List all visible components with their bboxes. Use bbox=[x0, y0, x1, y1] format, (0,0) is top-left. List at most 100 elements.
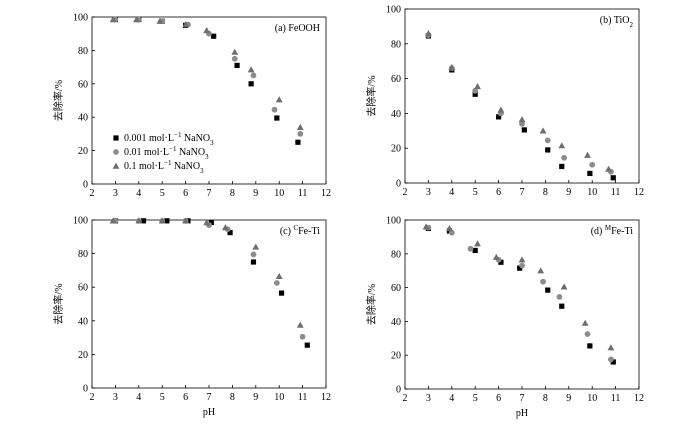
data-point bbox=[164, 218, 170, 224]
x-tick-label: 3 bbox=[426, 393, 431, 404]
x-tick-label: 4 bbox=[136, 392, 141, 403]
data-point bbox=[539, 127, 547, 134]
y-tick-label: 100 bbox=[386, 216, 401, 227]
y-tick-label: 60 bbox=[391, 74, 401, 85]
data-point bbox=[559, 163, 565, 170]
data-point bbox=[545, 287, 551, 293]
legend-marker bbox=[112, 162, 120, 169]
data-point bbox=[472, 87, 479, 94]
y-tick-label: 60 bbox=[391, 283, 401, 294]
x-tick-label: 12 bbox=[634, 187, 644, 198]
x-tick-label: 10 bbox=[587, 393, 597, 404]
y-tick-label: 60 bbox=[78, 79, 88, 90]
data-point bbox=[558, 142, 566, 149]
x-tick-label: 8 bbox=[230, 392, 235, 403]
data-point bbox=[248, 81, 254, 87]
series-1 bbox=[425, 32, 614, 175]
data-point bbox=[182, 21, 189, 28]
x-tick-label: 2 bbox=[403, 187, 408, 198]
data-point bbox=[584, 151, 591, 158]
x-tick-label: 6 bbox=[496, 393, 501, 404]
data-point bbox=[295, 139, 301, 145]
x-tick-label: 2 bbox=[90, 188, 95, 199]
data-point bbox=[231, 55, 238, 62]
x-tick-label: 5 bbox=[160, 188, 165, 199]
x-tick-label: 8 bbox=[230, 188, 235, 199]
data-point bbox=[203, 26, 211, 34]
data-point bbox=[275, 272, 283, 279]
data-point bbox=[544, 137, 551, 144]
data-point bbox=[446, 225, 453, 232]
series-0 bbox=[112, 16, 301, 145]
data-point bbox=[250, 259, 257, 265]
x-tick-label: 8 bbox=[543, 187, 548, 198]
data-point bbox=[304, 342, 310, 348]
y-axis-label: 去除率/% bbox=[365, 284, 378, 325]
x-tick-label: 5 bbox=[473, 187, 478, 198]
x-tick-label: 2 bbox=[90, 392, 95, 403]
y-tick-label: 40 bbox=[78, 113, 88, 124]
y-tick-label: 0 bbox=[83, 180, 88, 191]
data-point bbox=[140, 218, 147, 224]
series-0 bbox=[112, 218, 310, 348]
data-point bbox=[556, 293, 563, 300]
plot-frame bbox=[404, 8, 640, 184]
y-tick-label: 100 bbox=[73, 216, 88, 227]
y-axis-label: 去除率/% bbox=[52, 80, 65, 121]
data-point bbox=[203, 219, 211, 226]
x-tick-label: 7 bbox=[207, 188, 212, 199]
series-2 bbox=[109, 16, 304, 130]
x-tick-label: 7 bbox=[520, 187, 525, 198]
data-point bbox=[250, 72, 257, 79]
x-tick-label: 3 bbox=[113, 188, 118, 199]
y-axis-label: 去除率/% bbox=[365, 75, 378, 116]
x-tick-label: 11 bbox=[611, 187, 621, 198]
y-tick-label: 40 bbox=[391, 317, 401, 328]
data-point bbox=[448, 63, 456, 71]
legend-entry: 0.001 mol·L−1 NaNO3 bbox=[124, 131, 214, 147]
data-point bbox=[472, 247, 478, 254]
data-point bbox=[234, 62, 240, 69]
data-point bbox=[221, 224, 229, 231]
x-tick-label: 6 bbox=[183, 188, 188, 199]
data-point bbox=[589, 161, 596, 168]
x-tick-label: 9 bbox=[566, 393, 571, 404]
x-tick-label: 6 bbox=[496, 187, 501, 198]
legend-marker bbox=[113, 149, 119, 155]
data-point bbox=[299, 333, 306, 340]
chart-panel-2: 2 3 4 5 6 7 8 9 10 11 12 0 20 40 60 80 100 去除率/% pH (c) CFe… bbox=[52, 216, 331, 419]
data-point bbox=[517, 265, 523, 271]
x-tick-label: 9 bbox=[253, 188, 258, 199]
panel-label: (b) TiO2 bbox=[600, 15, 634, 29]
legend-entry: 0.01 mol·L−1 NaNO3 bbox=[124, 145, 209, 161]
y-axis-label: 去除率/% bbox=[52, 283, 65, 324]
data-point bbox=[519, 120, 525, 127]
x-tick-label: 11 bbox=[298, 392, 308, 403]
x-tick-label: 3 bbox=[113, 392, 118, 403]
data-point bbox=[608, 356, 614, 363]
data-point bbox=[605, 165, 612, 172]
data-point bbox=[273, 280, 280, 286]
x-tick-label: 3 bbox=[426, 187, 431, 198]
data-point bbox=[607, 344, 615, 351]
y-tick-label: 100 bbox=[386, 5, 401, 16]
x-tick-label: 9 bbox=[253, 392, 258, 403]
x-tick-label: 7 bbox=[520, 393, 525, 404]
plot-frame bbox=[404, 219, 640, 390]
data-point bbox=[231, 48, 239, 55]
data-point bbox=[584, 331, 591, 337]
x-axis-label: pH bbox=[203, 407, 215, 418]
data-point bbox=[537, 267, 545, 274]
x-axis-label: pH bbox=[516, 408, 528, 419]
y-tick-label: 80 bbox=[78, 249, 88, 260]
data-point bbox=[559, 303, 565, 309]
x-tick-label: 4 bbox=[449, 187, 454, 198]
y-tick-label: 40 bbox=[78, 316, 88, 327]
legend-marker bbox=[113, 135, 119, 141]
data-point bbox=[519, 262, 525, 269]
data-point bbox=[545, 147, 551, 153]
data-point bbox=[156, 17, 164, 24]
data-point bbox=[518, 256, 526, 263]
